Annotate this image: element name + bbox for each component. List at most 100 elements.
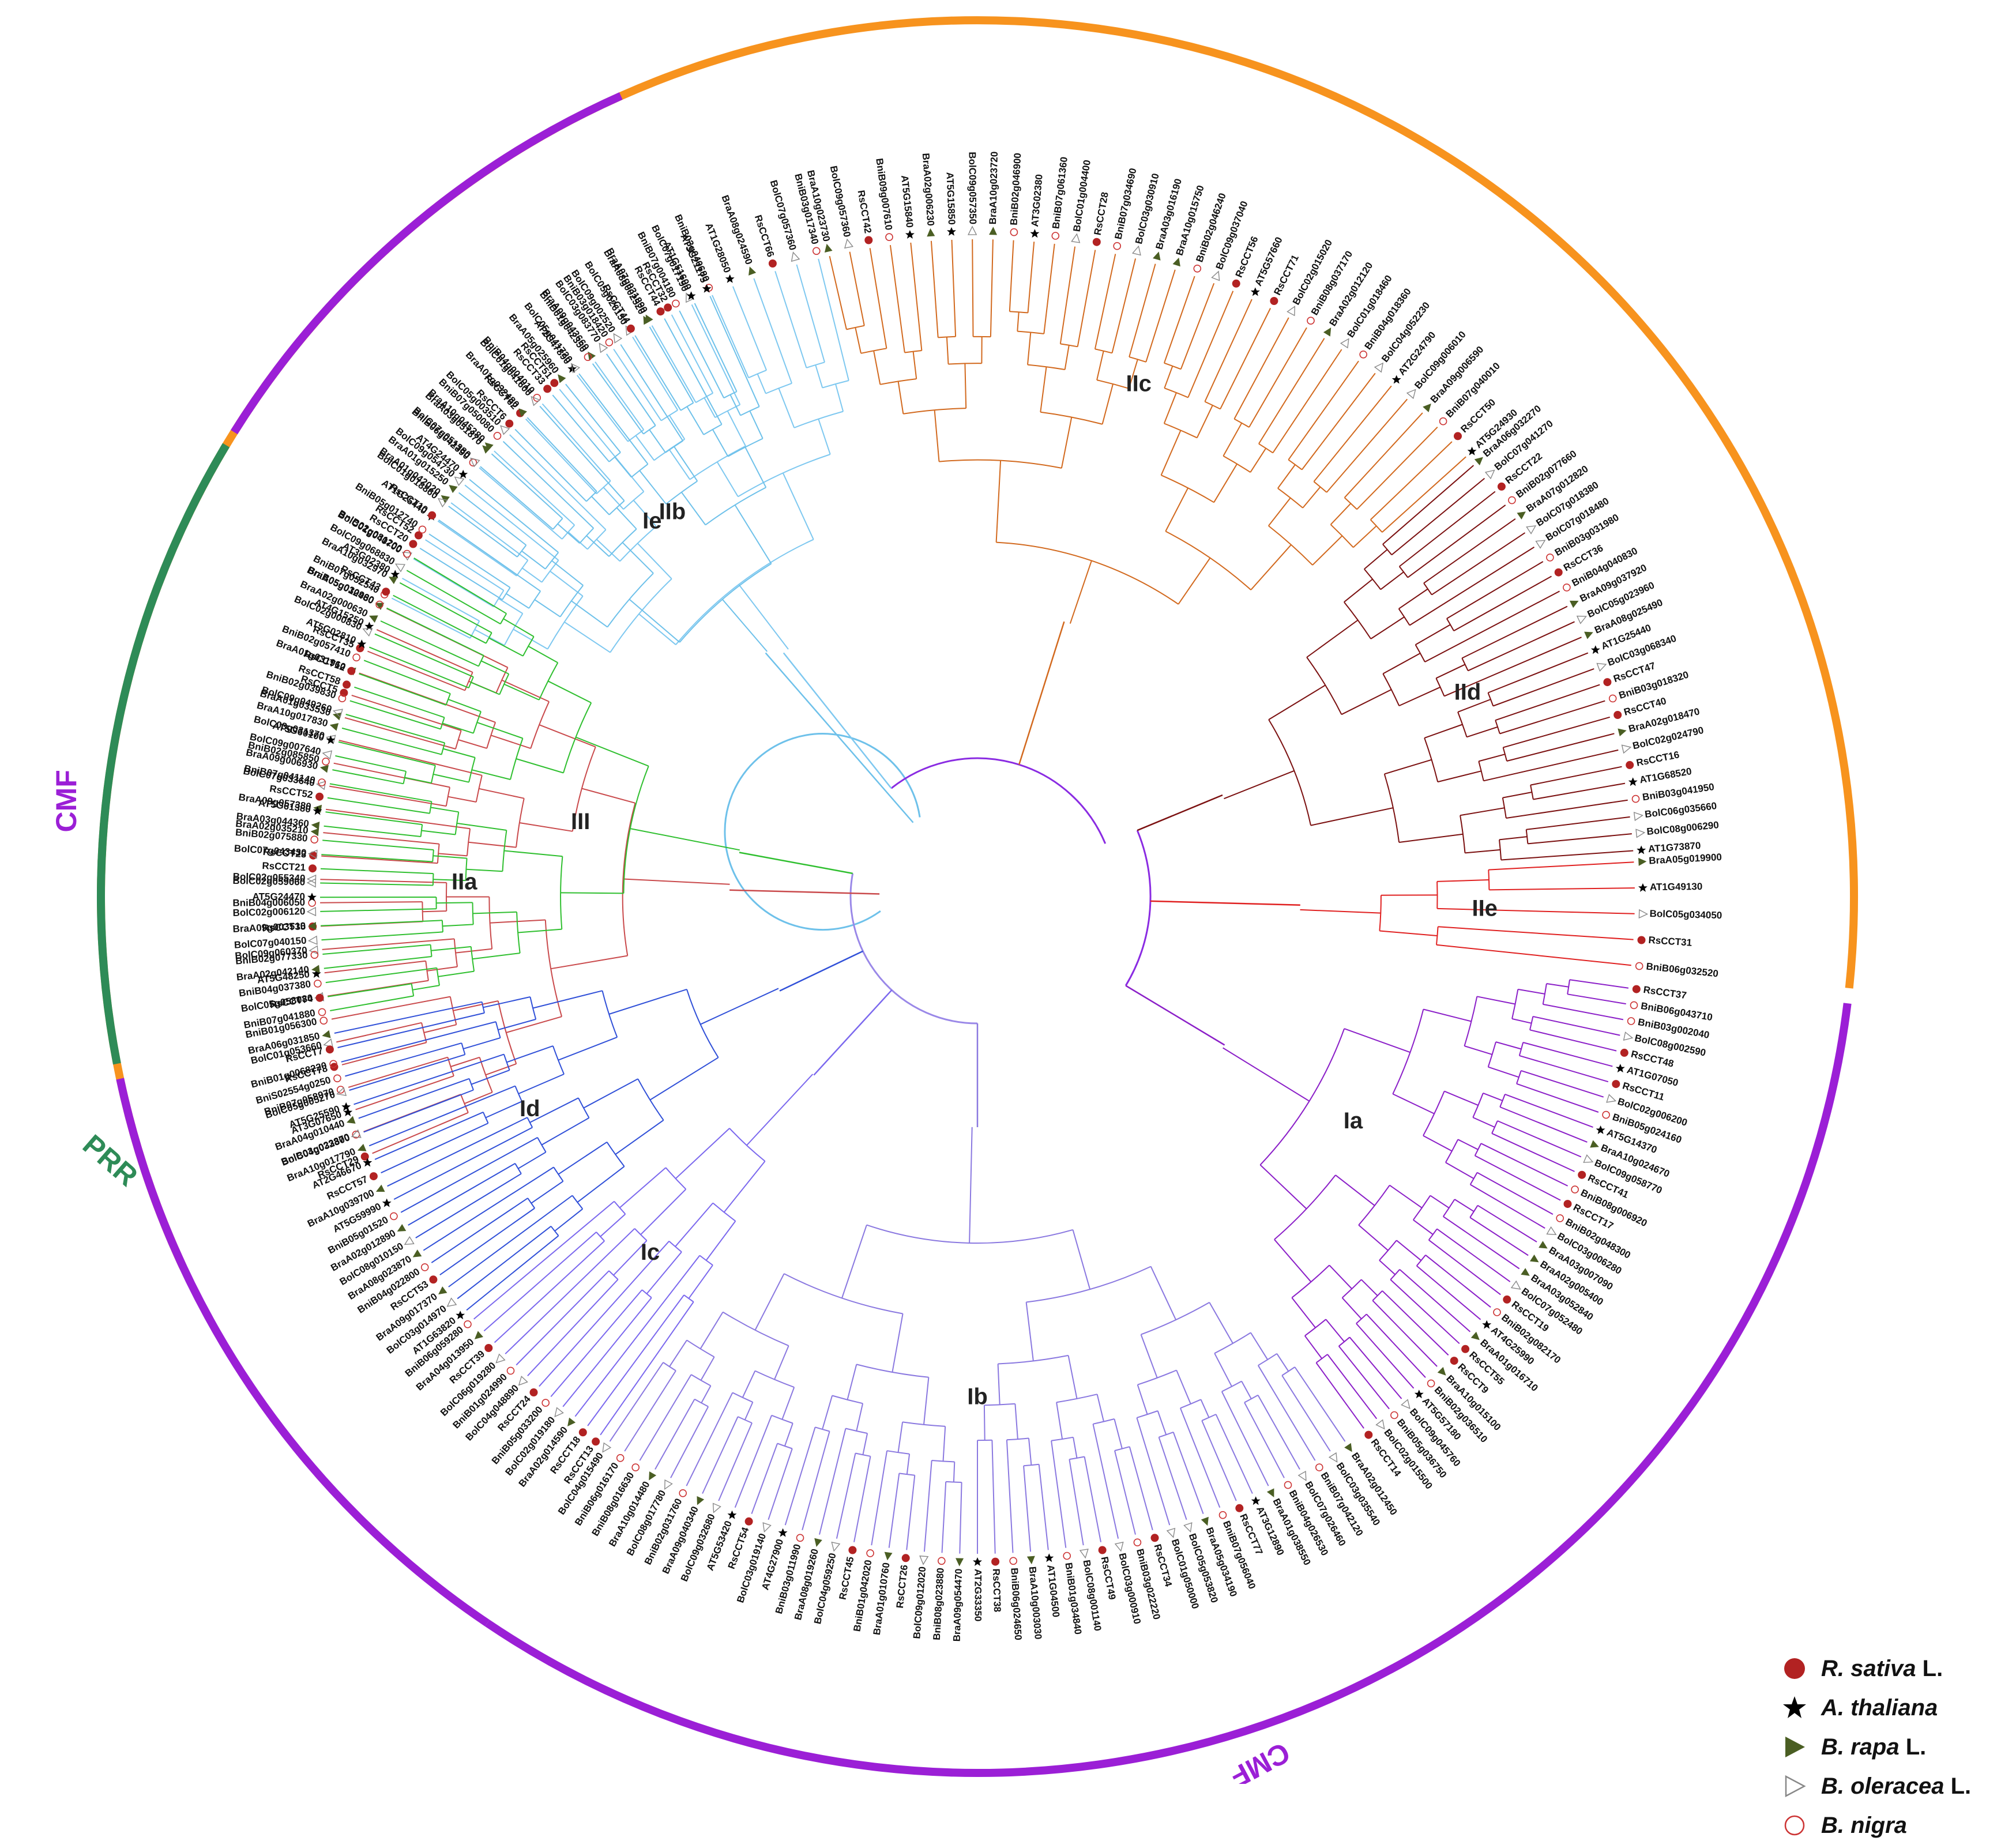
internal-branch [1209,1302,1233,1343]
internal-branch [471,683,500,695]
leaf-branch [1470,1218,1528,1256]
leaf-branch [775,271,806,368]
internal-branch [1479,754,1505,761]
species-marker [1423,401,1434,412]
species-marker [1375,361,1386,372]
species-marker [1616,1064,1625,1072]
leaf-branch [336,1023,422,1042]
internal-branch [438,853,467,856]
internal-branch [1164,366,1172,388]
leaf-label: RsCCT26 [894,1564,910,1609]
internal-branch [1073,1230,1090,1289]
internal-branch [533,991,602,1008]
clade-stem-ia [1126,986,1224,1045]
species-marker [353,654,360,661]
leaf-label: BniB07g034690 [1113,167,1139,240]
leaf-branch [854,1456,871,1542]
leaf-branch [439,520,541,592]
species-marker [1212,270,1223,280]
legend-item-bn: B. nigra [1776,1806,2007,1845]
species-marker [446,481,458,493]
leaf-label: BraA10g023720 [987,151,1000,224]
internal-branch [1277,1354,1288,1372]
internal-branch [1344,579,1372,603]
internal-branch [636,436,655,461]
internal-branch [758,374,766,394]
internal-branch [1473,1117,1495,1127]
species-marker [864,236,872,244]
species-marker [374,1185,385,1196]
internal-branch [842,1225,867,1298]
internal-branch [1056,1402,1062,1439]
leaf-branch [702,1417,738,1493]
internal-branch [471,1070,509,1085]
internal-branch [783,473,814,539]
species-marker [1636,963,1643,970]
species-marker [1235,1504,1243,1512]
leaf-branch [1432,533,1525,595]
leaf-branch [1044,244,1054,334]
leaf-branch [369,1086,515,1146]
internal-branch [1242,1381,1251,1399]
leaf-branch [1295,1367,1345,1441]
leaf-label: BraA10g003030 [1027,1566,1044,1640]
species-marker [334,1075,341,1082]
internal-branch [457,823,506,830]
internal-branch [1424,725,1462,738]
species-marker [341,1102,351,1111]
leaf-branch [342,1042,427,1065]
species-marker [1093,238,1101,246]
species-marker [367,612,378,623]
leaf-label: BraA09g003510 [232,920,306,935]
species-marker [645,1471,656,1482]
species-marker [347,667,355,675]
internal-branch [1353,526,1376,547]
species-marker [1010,229,1017,236]
leaf-branch [1470,1185,1545,1229]
species-marker [661,1480,672,1491]
internal-branch [687,406,704,435]
leaf-branch [329,786,446,807]
clade-label-iib: IIb [659,499,686,524]
leaf-label: RsCCT37 [1643,984,1688,1001]
leaf-label: BolC08g006290 [1646,819,1720,837]
leaf-branch [1519,1056,1608,1082]
internal-branch [1040,367,1046,412]
species-marker [1626,761,1634,769]
internal-branch [965,363,966,408]
leaf-branch [474,1202,614,1319]
species-marker [1415,1390,1424,1398]
species-marker [1450,1357,1458,1365]
species-marker [314,980,321,987]
internal-branch [1300,910,1381,913]
leaf-branch [338,742,435,766]
species-marker [311,836,318,843]
internal-branch [522,551,546,569]
internal-branch [818,419,830,454]
species-marker [1530,1255,1541,1266]
internal-branch [1341,690,1391,714]
species-marker [1063,1553,1070,1560]
internal-branch [1062,417,1071,468]
leaf-branch [593,364,644,434]
species-marker [1251,287,1260,296]
family-arc-prr [101,445,226,1064]
clade-label-iii: III [571,809,590,834]
internal-branch [1250,448,1266,472]
internal-branch [503,619,534,637]
clade-stem-iie [1150,901,1300,905]
leaf-branch [1447,562,1543,619]
internal-branch [639,614,676,645]
leaf-branch [321,856,438,864]
clade-label-ib: Ib [967,1384,988,1410]
species-marker [1316,1464,1323,1471]
species-marker [1080,1549,1089,1558]
internal-branch [1499,837,1527,839]
species-marker [552,1408,563,1419]
species-marker [1270,297,1278,305]
leaf-branch [1517,1084,1598,1112]
leaf-branch [321,854,432,861]
leaf-branch [1533,1016,1620,1036]
internal-branch [1329,1265,1352,1289]
species-marker [813,247,820,254]
